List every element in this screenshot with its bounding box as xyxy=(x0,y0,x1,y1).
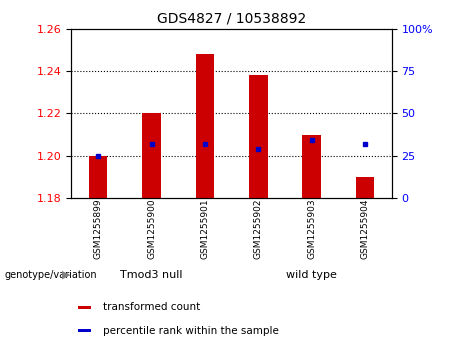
Text: wild type: wild type xyxy=(286,270,337,280)
Text: Tmod3 null: Tmod3 null xyxy=(120,270,183,280)
Text: transformed count: transformed count xyxy=(103,302,201,312)
Bar xyxy=(249,76,268,198)
Text: GSM1255900: GSM1255900 xyxy=(147,198,156,259)
Text: GSM1255899: GSM1255899 xyxy=(94,198,103,259)
Text: ▶: ▶ xyxy=(62,270,71,280)
Text: GSM1255904: GSM1255904 xyxy=(361,199,370,259)
Bar xyxy=(78,306,91,309)
Text: GSM1255902: GSM1255902 xyxy=(254,199,263,259)
Title: GDS4827 / 10538892: GDS4827 / 10538892 xyxy=(157,11,306,25)
Bar xyxy=(78,329,91,333)
Text: GSM1255903: GSM1255903 xyxy=(307,198,316,259)
Text: GSM1255901: GSM1255901 xyxy=(201,198,209,259)
Bar xyxy=(195,54,214,198)
Bar xyxy=(356,177,374,198)
Text: genotype/variation: genotype/variation xyxy=(5,270,97,280)
Bar xyxy=(89,156,107,198)
Bar xyxy=(142,113,161,198)
Text: percentile rank within the sample: percentile rank within the sample xyxy=(103,326,279,336)
Bar xyxy=(302,135,321,198)
